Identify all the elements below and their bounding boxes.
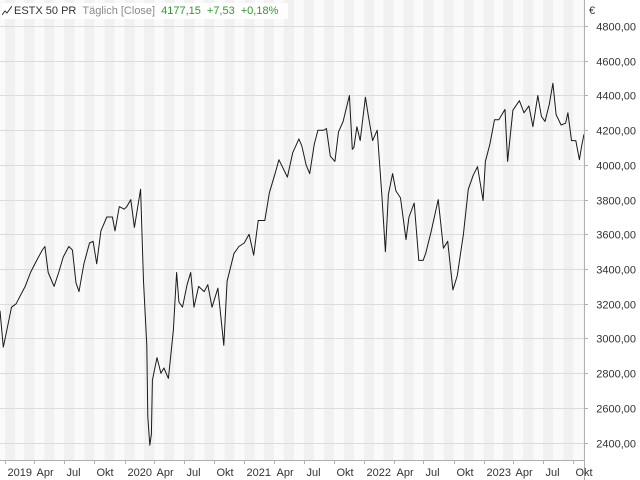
y-tick-label: 3000,00 [596, 334, 636, 346]
month-band [164, 0, 175, 460]
month-band [303, 0, 314, 460]
month-band [64, 0, 75, 460]
month-band [443, 0, 454, 460]
plot-frame [0, 0, 585, 480]
month-band [84, 0, 95, 460]
month-band [423, 0, 434, 460]
month-band [44, 0, 55, 460]
x-tick-label: Apr [516, 467, 533, 479]
month-band [463, 0, 474, 460]
x-tick-label: Jul [426, 467, 440, 479]
x-tick-label: Jul [67, 467, 81, 479]
symbol-name: ESTX 50 PR [14, 5, 77, 17]
month-band [224, 0, 235, 460]
month-band [403, 0, 414, 460]
x-tick-label: Jul [546, 467, 560, 479]
line-chart-icon [2, 6, 12, 16]
month-band [283, 0, 294, 460]
month-band [344, 0, 354, 460]
x-tick-label: 2021 [247, 467, 271, 479]
month-band [364, 0, 375, 460]
month-band [503, 0, 514, 460]
grid-lines [0, 26, 584, 444]
x-tick-label: Okt [97, 467, 114, 479]
x-tick-label: Okt [337, 467, 354, 479]
month-band [244, 0, 255, 460]
month-band [4, 0, 16, 460]
month-band [124, 0, 135, 460]
y-tick-label: 4200,00 [596, 126, 636, 138]
y-tick-label: 2400,00 [596, 439, 636, 451]
month-band [383, 0, 394, 460]
month-band [204, 0, 215, 460]
x-tick-label: Okt [457, 467, 474, 479]
y-tick-label: 3400,00 [596, 265, 636, 277]
x-axis: 2019 Apr Jul Okt 2020 Apr Jul Okt 2021 Apr Jul Okt 2… [5, 460, 593, 479]
month-band [563, 0, 574, 460]
month-band [144, 0, 155, 460]
month-band [324, 0, 334, 460]
x-tick-label: Jul [187, 467, 201, 479]
y-tick-label: 4600,00 [596, 57, 636, 69]
y-tick-label: 2800,00 [596, 369, 636, 381]
price-change-percent: +0,18% [240, 5, 279, 17]
month-band [184, 0, 195, 460]
price-change: +7,53 [206, 5, 235, 17]
y-axis: € 2400,00 2600,00 2800,00 3000,00 3200,00 340… [584, 5, 636, 451]
last-price: 4177,15 [161, 5, 201, 17]
month-band [523, 0, 534, 460]
x-tick-label: 2020 [128, 467, 152, 479]
series-line [0, 82, 585, 446]
month-band [263, 0, 274, 460]
y-tick-label: 4400,00 [596, 91, 636, 103]
chart-header: ESTX 50 PR Täglich [Close] 4177,15 +7,53… [2, 3, 289, 19]
x-tick-label: 2019 [8, 467, 32, 479]
x-tick-label: 2022 [367, 467, 391, 479]
month-band [483, 0, 494, 460]
month-bands [0, 0, 584, 460]
x-tick-label: Okt [217, 467, 234, 479]
x-tick-label: Apr [277, 467, 294, 479]
month-band [24, 0, 35, 460]
x-tick-label: Apr [37, 467, 54, 479]
x-tick-label: Apr [157, 467, 174, 479]
x-tick-label: Apr [397, 467, 414, 479]
y-tick-label: 3800,00 [596, 196, 636, 208]
y-tick-label: 4800,00 [596, 22, 636, 34]
x-tick-label: 2023 [487, 467, 511, 479]
month-band [104, 0, 115, 460]
y-tick-label: 3200,00 [596, 300, 636, 312]
x-tick-label: Okt [576, 467, 593, 479]
x-tick-label: Jul [307, 467, 321, 479]
y-axis-unit: € [589, 5, 595, 17]
y-tick-label: 2600,00 [596, 404, 636, 416]
price-series [0, 82, 585, 446]
month-band [543, 0, 554, 460]
month-band [583, 0, 584, 460]
y-tick-label: 4000,00 [596, 161, 636, 173]
y-tick-label: 3600,00 [596, 230, 636, 242]
interval-label: Täglich [Close] [82, 5, 156, 17]
